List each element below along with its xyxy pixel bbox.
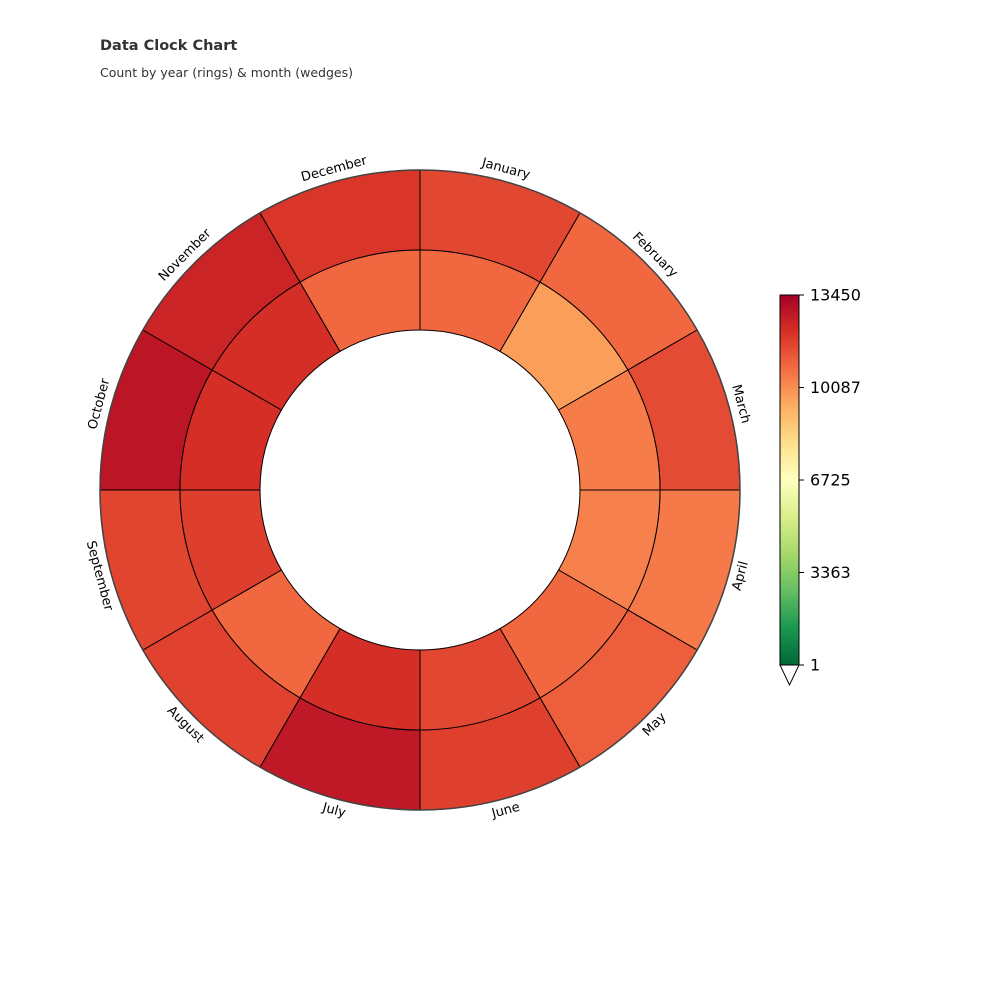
colorbar-tick-label: 6725 xyxy=(810,471,851,490)
clock-wedges xyxy=(99,169,741,811)
wedge-ring2-december xyxy=(299,249,421,353)
colorbar-gradient xyxy=(779,294,800,666)
colorbar-extend-triangle xyxy=(779,664,800,687)
colorbar-tick-label: 13450 xyxy=(810,286,861,305)
colorbar: 1 3363 6725 10087 13450 xyxy=(779,286,861,687)
month-label-june: June xyxy=(489,800,521,822)
month-label-april: April xyxy=(730,560,752,593)
colorbar-tick-label: 1 xyxy=(810,656,820,675)
outer-border xyxy=(99,169,741,811)
colorbar-tick-label: 10087 xyxy=(810,378,861,397)
month-label-july: July xyxy=(320,800,348,821)
colorbar-ticks: 1 3363 6725 10087 13450 xyxy=(799,286,861,675)
ring-outlines xyxy=(99,169,741,811)
chart-subtitle: Count by year (rings) & month (wedges) xyxy=(100,65,353,80)
chart-title: Data Clock Chart xyxy=(100,38,237,54)
colorbar-tick-label: 3363 xyxy=(810,563,851,582)
